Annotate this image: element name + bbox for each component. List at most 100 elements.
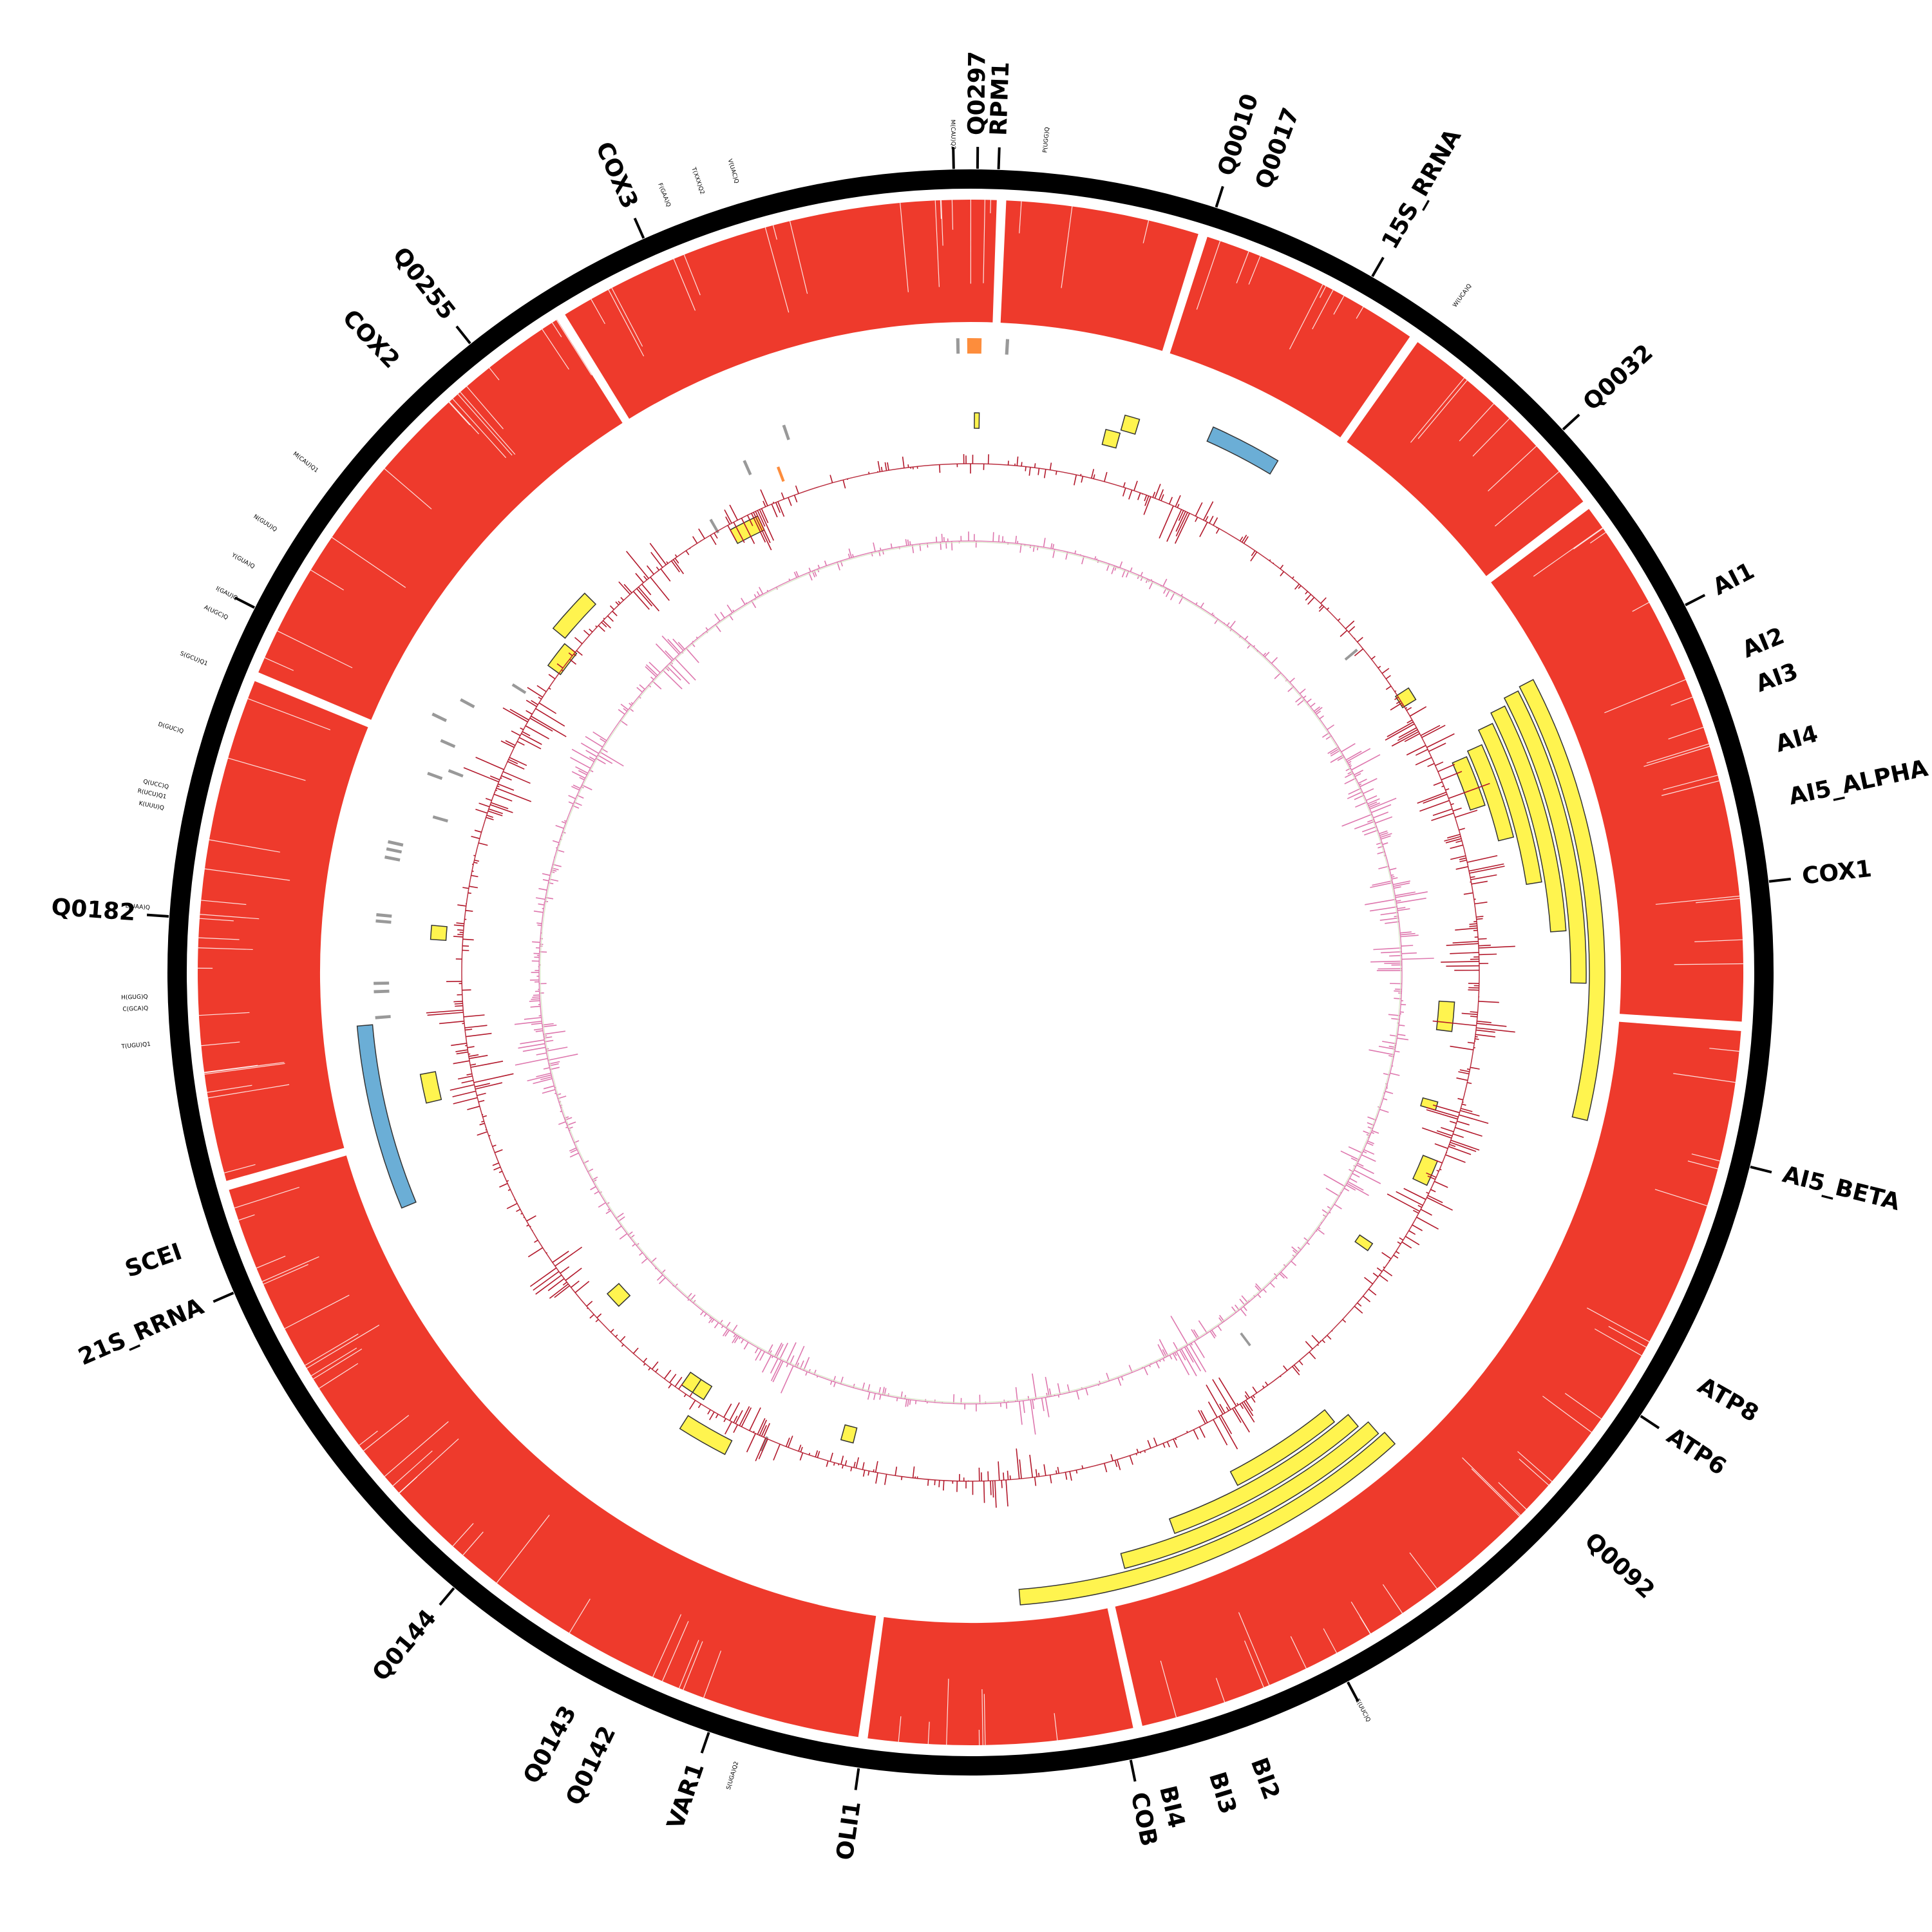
gc-skew-bar <box>1385 723 1415 741</box>
at-skew-bar <box>666 665 681 681</box>
trna-feature <box>375 919 392 924</box>
gc-skew-bar <box>1340 630 1348 638</box>
at-skew-bar <box>518 1043 545 1049</box>
coverage-dip <box>1495 471 1560 527</box>
at-skew-bar <box>1015 1387 1018 1402</box>
at-skew-bar <box>1057 1383 1061 1395</box>
at-skew-bar <box>1209 1331 1216 1339</box>
gc-skew-bar <box>1476 918 1483 920</box>
gc-skew-bar <box>586 1300 593 1307</box>
gc-skew-bar <box>1218 1377 1237 1407</box>
at-skew-bar <box>1347 791 1363 799</box>
at-skew-bar <box>1264 652 1270 658</box>
coverage-segment <box>1115 1021 1741 1726</box>
at-skew-bar <box>547 1054 578 1061</box>
gc-skew-bar <box>1419 800 1450 812</box>
at-skew-bar <box>1269 1282 1275 1288</box>
coverage-dip <box>1290 1636 1307 1669</box>
gc-skew-bar <box>753 512 772 551</box>
at-skew-bar <box>754 1347 759 1354</box>
gc-skew-bar <box>895 1466 898 1476</box>
gc-skew-bar <box>1307 597 1315 605</box>
at-skew-bar <box>1347 771 1353 775</box>
gc-skew-bar <box>1461 1108 1473 1112</box>
at-skew-bar <box>1344 777 1356 784</box>
gc-skew-bar <box>1456 1077 1468 1081</box>
gc-skew-bar <box>1195 516 1198 522</box>
gc-skew-bar <box>724 1421 732 1435</box>
gc-skew-bar <box>469 886 478 889</box>
gc-skew-bar <box>1412 1209 1419 1214</box>
gc-skew-bar <box>1338 618 1341 621</box>
gc-skew-bar <box>875 1461 878 1473</box>
gc-skew-track <box>426 454 1515 1508</box>
gene-tick <box>1768 877 1791 883</box>
coverage-segment <box>1170 236 1410 438</box>
at-skew-bar <box>1379 832 1388 837</box>
gc-skew-bar <box>538 696 542 700</box>
gc-skew-bar <box>751 513 766 543</box>
at-skew-bar <box>879 1394 882 1400</box>
gc-skew-bar <box>1200 1410 1208 1423</box>
gc-skew-bar <box>1298 585 1302 589</box>
gc-skew-bar <box>525 725 549 739</box>
gc-skew-bar <box>1430 1189 1436 1193</box>
gc-skew-bar <box>1236 1403 1239 1406</box>
gene-label-q0182: Q0182 <box>50 894 136 926</box>
gc-skew-bar <box>466 1073 473 1075</box>
at-skew-bar <box>687 1299 690 1302</box>
at-skew-bar <box>654 1267 657 1270</box>
gc-skew-bar <box>1417 791 1447 804</box>
gc-skew-bar <box>488 1135 491 1137</box>
at-skew-bar <box>1348 1146 1363 1154</box>
gc-skew-bar <box>1441 961 1479 963</box>
at-skew-bar <box>1343 1188 1350 1191</box>
gc-skew-bar <box>651 1361 659 1370</box>
coverage-dip <box>608 289 645 357</box>
gc-skew-bar <box>1434 1143 1448 1150</box>
gc-skew-bar <box>535 1274 562 1295</box>
at-skew-bar <box>780 1365 794 1394</box>
gc-skew-bar <box>462 945 469 947</box>
gc-skew-bar <box>469 1055 488 1059</box>
at-skew-bar <box>606 1202 610 1205</box>
gc-skew-bar <box>481 1121 484 1122</box>
at-skew-bar <box>524 1017 542 1020</box>
coverage-dip <box>305 1333 359 1366</box>
gc-skew-bar <box>1401 1241 1412 1249</box>
at-skew-bar <box>542 1023 554 1026</box>
gc-skew-bar <box>643 1363 646 1366</box>
gene-feature <box>1394 687 1417 708</box>
coverage-dip <box>1646 743 1709 764</box>
gc-skew-bar <box>1137 493 1141 500</box>
gc-skew-bar <box>1186 1430 1188 1433</box>
gc-skew-bar <box>520 727 524 730</box>
at-skew-bar <box>726 604 733 613</box>
gc-skew-bar <box>493 1166 501 1171</box>
gc-skew-bar <box>1321 1340 1325 1343</box>
at-skew-bar <box>1280 1271 1288 1279</box>
gc-skew-bar <box>467 1106 480 1110</box>
at-skew-bar <box>1340 1150 1359 1160</box>
at-skew-bar <box>1380 912 1398 916</box>
gc-skew-bar <box>772 501 775 504</box>
gc-skew-bar <box>1446 965 1479 967</box>
coverage-dip <box>1586 1307 1650 1343</box>
at-skew-bar <box>1372 1130 1379 1134</box>
at-skew-bar <box>1317 1228 1325 1235</box>
gc-skew-bar <box>1239 1403 1244 1409</box>
gc-skew-bar <box>1158 489 1164 500</box>
gc-skew-bar <box>1354 1305 1363 1314</box>
gc-skew-bar <box>1445 838 1462 844</box>
gc-skew-bar <box>656 566 659 571</box>
trna-feature <box>1240 1332 1251 1347</box>
gc-skew-bar <box>509 708 529 721</box>
gc-skew-bar <box>488 810 503 817</box>
at-skew-bar <box>1390 1072 1400 1076</box>
at-skew-bar <box>1361 826 1377 833</box>
gene-feature <box>1519 679 1605 1121</box>
at-skew-bar <box>896 1397 898 1401</box>
at-skew-bar <box>1361 1154 1376 1162</box>
at-skew-bar <box>1366 1133 1370 1137</box>
at-skew-bar <box>813 1369 817 1375</box>
